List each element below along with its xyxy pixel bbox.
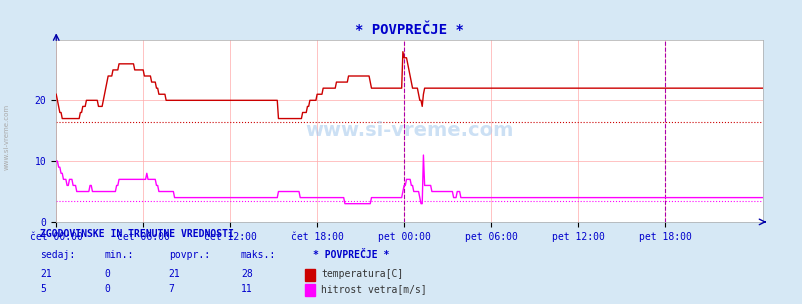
Text: 11: 11 (241, 284, 253, 294)
Text: 21: 21 (168, 269, 180, 279)
Title: * POVPREČJE *: * POVPREČJE * (354, 23, 464, 37)
Text: ZGODOVINSKE IN TRENUTNE VREDNOSTI: ZGODOVINSKE IN TRENUTNE VREDNOSTI (40, 229, 233, 239)
Text: 5: 5 (40, 284, 46, 294)
Text: hitrost vetra[m/s]: hitrost vetra[m/s] (321, 284, 427, 294)
Text: sedaj:: sedaj: (40, 250, 75, 261)
Text: maks.:: maks.: (241, 250, 276, 261)
Text: 7: 7 (168, 284, 174, 294)
Text: www.si-vreme.com: www.si-vreme.com (4, 104, 10, 170)
Text: temperatura[C]: temperatura[C] (321, 269, 403, 279)
Text: 28: 28 (241, 269, 253, 279)
Text: povpr.:: povpr.: (168, 250, 209, 261)
Text: 21: 21 (40, 269, 52, 279)
Text: 0: 0 (104, 284, 110, 294)
Text: min.:: min.: (104, 250, 134, 261)
Text: * POVPREČJE *: * POVPREČJE * (313, 250, 389, 261)
Text: www.si-vreme.com: www.si-vreme.com (305, 121, 513, 140)
Text: 0: 0 (104, 269, 110, 279)
